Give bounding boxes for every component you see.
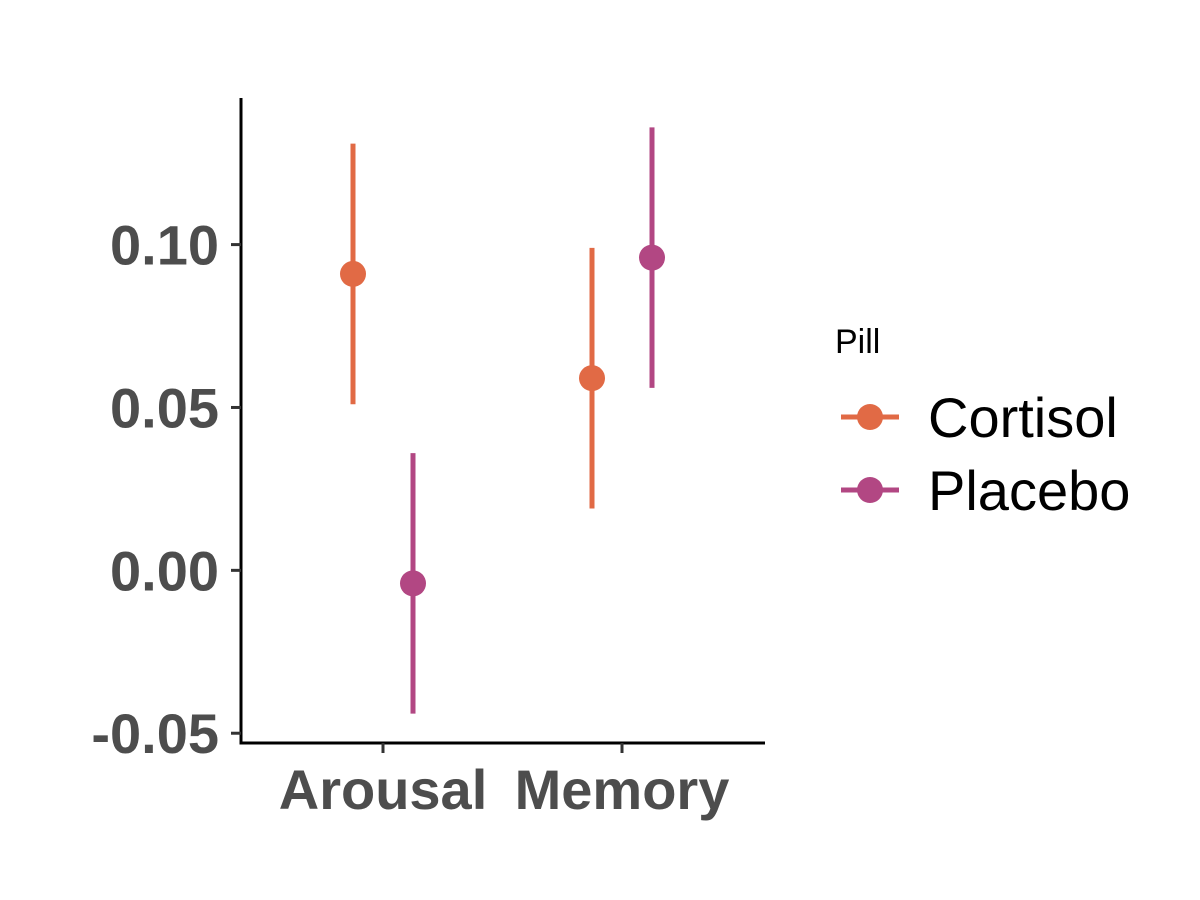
x-tick-label: Memory	[515, 758, 730, 821]
y-tick-label: 0.10	[110, 214, 219, 277]
legend-title: Pill	[835, 323, 880, 361]
legend-key-point	[857, 477, 883, 503]
y-tick-label: -0.05	[91, 702, 219, 765]
data-point	[400, 570, 426, 597]
data-point	[340, 260, 366, 287]
y-tick-label: 0.05	[110, 376, 219, 439]
chart-marks	[340, 127, 665, 714]
axes: 0.10 0.05 0.00 -0.05 Arousal Memory	[91, 98, 765, 821]
legend-label: Placebo	[928, 459, 1130, 522]
x-tick-label: Arousal	[279, 758, 488, 821]
y-tick-label: 0.00	[110, 539, 219, 602]
legend-label: Cortisol	[928, 386, 1118, 449]
legend: Pill Cortisol Placebo	[835, 323, 1130, 522]
legend-key-point	[857, 404, 883, 430]
data-point	[639, 244, 665, 271]
data-point	[579, 365, 605, 392]
